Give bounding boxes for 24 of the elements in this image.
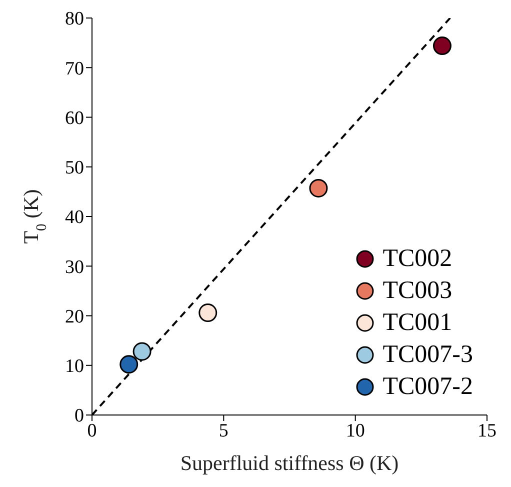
y-tick-label: 10 (65, 356, 84, 378)
y-tick-label: 30 (65, 256, 84, 278)
legend-label: TC007-3 (382, 340, 473, 370)
legend-label: TC002 (382, 244, 452, 274)
y-tick-label: 40 (65, 207, 84, 228)
point (132, 342, 152, 361)
y-tick-label: 60 (65, 108, 84, 129)
x-axis-title: Superfluid stiffness Θ (K) (180, 451, 399, 475)
point (198, 304, 218, 322)
point (309, 178, 328, 198)
legend-label: TC007-2 (382, 372, 473, 402)
point (120, 355, 138, 374)
x-tick-label: 10 (346, 420, 365, 442)
y-tick-label: 80 (65, 8, 84, 30)
point (432, 36, 452, 56)
y-tick-label: 50 (65, 158, 84, 179)
y-tick-label: 20 (65, 306, 84, 328)
y-tick-label: 70 (65, 58, 84, 80)
y-tick-label: 0 (74, 406, 84, 427)
x-tick-label: 5 (218, 420, 228, 442)
x-tick-label: 0 (87, 420, 97, 442)
legend-label: TC003 (382, 276, 452, 306)
legend-label: TC001 (382, 308, 452, 338)
x-tick-label: 15 (478, 420, 496, 442)
